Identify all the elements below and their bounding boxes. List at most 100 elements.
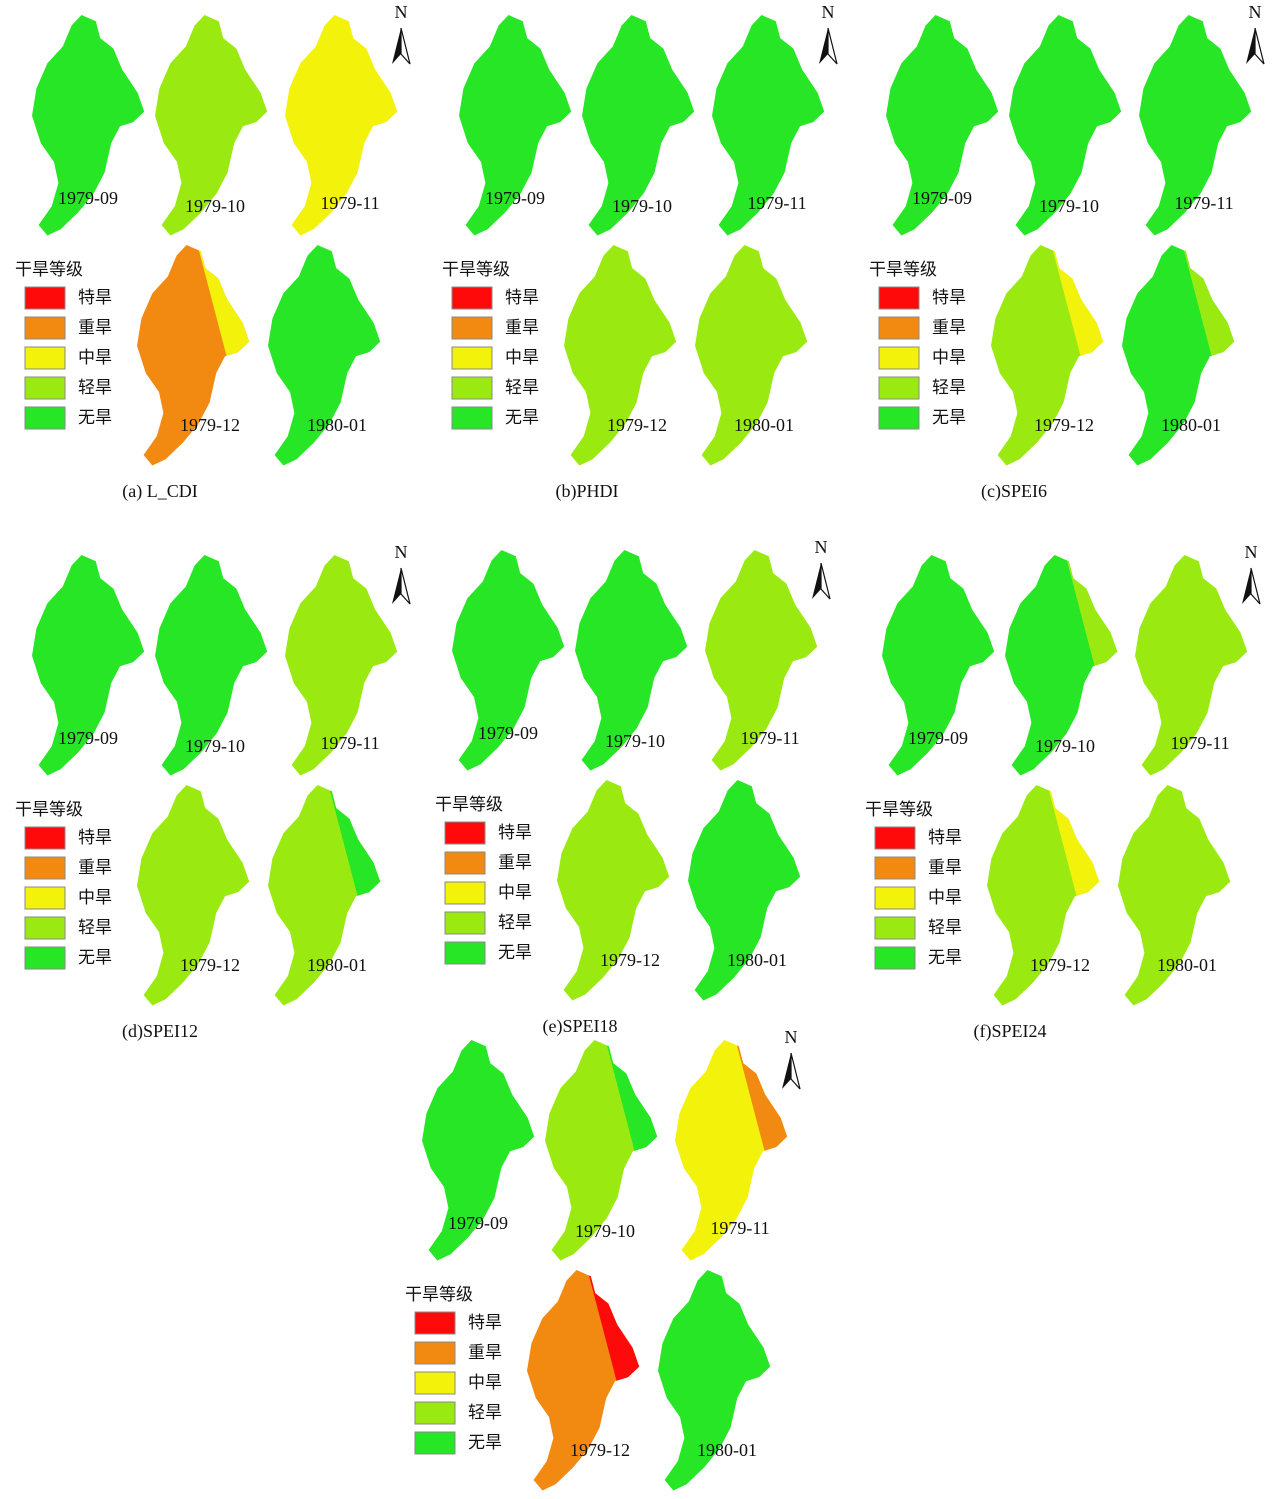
legend-label: 特旱 xyxy=(78,288,112,308)
map-date: 1979-10 xyxy=(1039,196,1099,216)
map-date: 1980-01 xyxy=(697,1440,757,1460)
basin-area xyxy=(285,15,398,236)
map-date: 1979-09 xyxy=(478,723,538,743)
legend-label: 轻旱 xyxy=(498,913,532,933)
zone-group xyxy=(735,1040,788,1166)
legend-title: 干旱等级 xyxy=(15,260,83,280)
basin-map xyxy=(658,1270,771,1491)
legend-label: 中旱 xyxy=(468,1373,502,1393)
map-date: 1979-10 xyxy=(575,1221,635,1241)
basin-map xyxy=(1135,555,1248,776)
north-arrow xyxy=(782,1053,791,1089)
legend-title: 干旱等级 xyxy=(405,1285,473,1305)
legend-label: 轻旱 xyxy=(505,378,539,398)
map-date: 1979-12 xyxy=(1034,415,1094,435)
legend-title: 干旱等级 xyxy=(442,260,510,280)
map-date: 1979-11 xyxy=(320,733,379,753)
map-date: 1980-01 xyxy=(1157,955,1217,975)
basin-map xyxy=(137,245,250,466)
basin-map xyxy=(991,245,1104,466)
legend-title: 干旱等级 xyxy=(865,800,933,820)
basin-map xyxy=(452,550,565,771)
map-date: 1979-11 xyxy=(740,728,799,748)
north-arrow xyxy=(400,27,411,65)
legend-label: 无旱 xyxy=(505,408,539,428)
basin-area xyxy=(1135,555,1248,776)
north-arrow xyxy=(790,1052,801,1090)
legend-swatch xyxy=(414,1341,456,1365)
legend-swatch xyxy=(414,1401,456,1425)
basin-area xyxy=(582,15,695,236)
legend-swatch xyxy=(878,346,920,370)
legend-swatch xyxy=(24,286,66,310)
basin-area xyxy=(452,550,565,771)
zone-group xyxy=(1182,245,1235,371)
legend-swatch xyxy=(874,916,916,940)
map-date: 1979-09 xyxy=(908,728,968,748)
basin-map xyxy=(545,1040,658,1261)
legend-label: 轻旱 xyxy=(78,918,112,938)
basin-map xyxy=(32,555,145,776)
panel: 1979-09 1979-10 1979-11 1979-12 1980-01 干旱等级特… xyxy=(442,2,838,502)
basin-map xyxy=(527,1270,640,1491)
legend-swatch xyxy=(414,1311,456,1335)
legend-swatch xyxy=(451,406,493,430)
north-arrow xyxy=(392,568,401,604)
basin-map xyxy=(712,15,825,236)
basin-map xyxy=(675,1040,788,1261)
legend-swatch xyxy=(24,886,66,910)
basin-area xyxy=(155,15,268,236)
map-date: 1979-10 xyxy=(1035,736,1095,756)
legend-swatch xyxy=(414,1371,456,1395)
map-date: 1979-11 xyxy=(1170,733,1229,753)
legend-swatch xyxy=(878,286,920,310)
legend-swatch xyxy=(878,316,920,340)
legend-label: 无旱 xyxy=(78,408,112,428)
map-date: 1979-12 xyxy=(607,415,667,435)
basin-map xyxy=(155,555,268,776)
panel-caption: (b)PHDI xyxy=(556,481,619,502)
legend-label: 中旱 xyxy=(928,888,962,908)
north-arrow xyxy=(1242,568,1251,604)
map-date: 1979-11 xyxy=(747,193,806,213)
map-date: 1979-11 xyxy=(710,1218,769,1238)
north-arrow xyxy=(819,28,828,64)
legend-label: 重旱 xyxy=(505,318,539,338)
panel: 1979-09 1979-10 1979-11 1979-12 1980-01 干旱等级特… xyxy=(405,1027,801,1491)
map-date: 1979-09 xyxy=(448,1213,508,1233)
legend-label: 无旱 xyxy=(498,943,532,963)
basin-map xyxy=(695,245,808,466)
legend-label: 轻旱 xyxy=(932,378,966,398)
north-label: N xyxy=(395,542,408,562)
legend-label: 特旱 xyxy=(928,828,962,848)
legend-swatch xyxy=(24,316,66,340)
basin-map xyxy=(1009,15,1122,236)
legend-swatch xyxy=(444,881,486,905)
north-arrow xyxy=(827,27,838,65)
legend-label: 重旱 xyxy=(932,318,966,338)
legend-label: 中旱 xyxy=(505,348,539,368)
basin-map xyxy=(557,780,670,1001)
basin-area xyxy=(564,245,677,466)
legend-swatch xyxy=(24,916,66,940)
legend-swatch xyxy=(451,346,493,370)
basin-area xyxy=(459,15,572,236)
basin-map xyxy=(1118,785,1231,1006)
legend-label: 特旱 xyxy=(505,288,539,308)
legend-swatch xyxy=(451,376,493,400)
basin-map xyxy=(155,15,268,236)
zone-group xyxy=(1047,785,1100,911)
legend-swatch xyxy=(874,826,916,850)
legend-label: 中旱 xyxy=(498,883,532,903)
panel-caption: (c)SPEI6 xyxy=(981,481,1047,502)
zone-group xyxy=(1065,555,1118,681)
legend-swatch xyxy=(874,886,916,910)
legend-label: 重旱 xyxy=(468,1343,502,1363)
basin-area xyxy=(1009,15,1122,236)
basin-map xyxy=(1005,555,1118,776)
zone-group xyxy=(197,245,250,371)
basin-area xyxy=(155,555,268,776)
basin-map xyxy=(705,550,818,771)
